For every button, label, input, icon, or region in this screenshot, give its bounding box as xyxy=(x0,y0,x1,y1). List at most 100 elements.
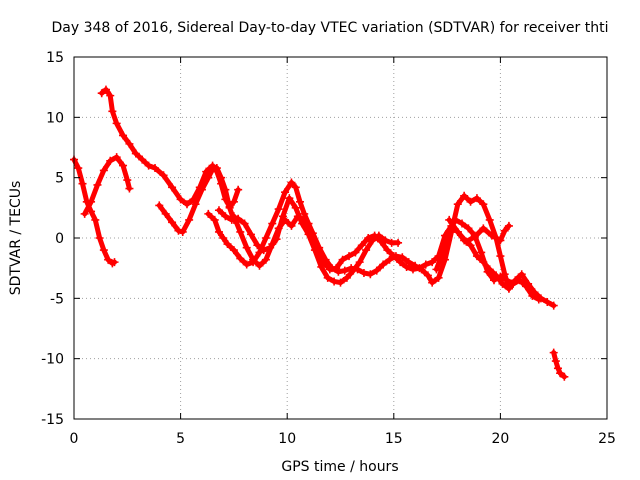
data-point-marker xyxy=(236,227,245,236)
y-tick-label: -5 xyxy=(50,291,64,307)
data-point-marker xyxy=(197,185,206,194)
data-point-marker xyxy=(496,252,505,261)
data-point-marker xyxy=(229,246,238,255)
data-point-marker xyxy=(272,235,281,244)
data-point-marker xyxy=(515,276,524,285)
x-tick-label: 0 xyxy=(70,431,79,447)
data-point-marker xyxy=(242,260,251,269)
series-track-2 xyxy=(80,153,134,218)
data-series xyxy=(70,85,569,381)
data-point-marker xyxy=(560,372,569,381)
data-point-marker xyxy=(266,243,275,252)
data-point-marker xyxy=(125,139,134,148)
data-point-marker xyxy=(504,221,513,230)
data-point-marker xyxy=(219,234,228,242)
data-point-marker xyxy=(336,278,345,287)
data-point-marker xyxy=(389,252,398,261)
data-point-marker xyxy=(123,176,132,185)
data-point-marker xyxy=(298,219,307,228)
data-point-marker xyxy=(138,155,147,164)
data-point-marker xyxy=(543,297,552,306)
data-point-marker xyxy=(487,231,496,240)
data-point-marker xyxy=(99,166,108,175)
data-point-marker xyxy=(553,364,562,373)
data-point-marker xyxy=(472,252,481,261)
data-point-marker xyxy=(214,206,223,215)
axis-ticks: 0 5 10 15 20 25 -15 -10 -5 0 5 10 15 xyxy=(41,50,616,447)
data-point-marker xyxy=(453,227,462,236)
data-point-marker xyxy=(479,200,488,209)
data-point-marker xyxy=(381,236,390,245)
data-point-marker xyxy=(332,264,341,273)
data-point-marker xyxy=(528,291,537,300)
data-point-marker xyxy=(304,230,313,239)
x-tick-label: 25 xyxy=(598,431,616,447)
data-point-marker xyxy=(291,203,300,212)
data-point-marker xyxy=(549,348,558,357)
data-point-marker xyxy=(108,107,117,116)
data-point-marker xyxy=(214,227,223,236)
data-point-marker xyxy=(434,273,443,282)
data-point-marker xyxy=(242,243,251,252)
data-point-marker xyxy=(464,224,473,233)
data-point-marker xyxy=(470,232,479,241)
data-point-marker xyxy=(534,295,543,304)
data-point-marker xyxy=(500,226,509,235)
data-point-marker xyxy=(385,255,394,264)
data-point-marker xyxy=(101,85,110,94)
data-point-marker xyxy=(496,236,505,245)
data-point-marker xyxy=(287,221,296,230)
data-point-marker xyxy=(379,260,388,269)
data-point-marker xyxy=(246,230,255,239)
data-point-marker xyxy=(366,270,375,279)
data-point-marker xyxy=(221,212,230,221)
data-point-marker xyxy=(340,266,349,275)
data-point-marker xyxy=(210,215,219,224)
y-tick-label: 15 xyxy=(46,50,64,66)
data-point-marker xyxy=(212,164,221,173)
data-point-marker xyxy=(479,224,488,233)
data-point-marker xyxy=(372,266,381,275)
data-point-marker xyxy=(159,171,168,180)
data-point-marker xyxy=(551,357,560,366)
data-point-marker xyxy=(368,236,377,245)
data-point-marker xyxy=(359,268,368,277)
y-tick-label: 0 xyxy=(55,231,64,247)
data-point-marker xyxy=(287,178,296,187)
data-point-marker xyxy=(408,265,417,274)
data-point-marker xyxy=(204,173,213,182)
y-axis-label: SDTVAR / TECUs xyxy=(8,181,24,296)
data-point-marker xyxy=(255,261,264,270)
data-point-marker xyxy=(325,265,334,274)
data-point-marker xyxy=(240,219,249,228)
data-point-marker xyxy=(91,215,100,224)
data-point-marker xyxy=(217,173,226,182)
data-point-marker xyxy=(394,238,403,247)
data-point-marker xyxy=(236,254,245,263)
data-point-marker xyxy=(330,277,339,286)
data-point-marker xyxy=(349,266,358,275)
y-tick-label: -10 xyxy=(41,352,64,368)
data-point-marker xyxy=(466,241,475,250)
data-point-marker xyxy=(549,301,558,310)
data-point-marker xyxy=(174,226,183,235)
data-point-marker xyxy=(274,205,283,214)
data-point-marker xyxy=(404,258,413,267)
y-tick-label: -15 xyxy=(41,412,64,428)
data-point-marker xyxy=(362,246,371,255)
data-point-marker xyxy=(104,255,113,264)
data-point-marker xyxy=(78,179,87,188)
data-point-marker xyxy=(234,185,243,194)
data-point-marker xyxy=(227,215,236,224)
data-point-marker xyxy=(99,246,108,255)
data-point-marker xyxy=(185,215,194,224)
data-point-marker xyxy=(278,212,287,221)
data-point-marker xyxy=(74,164,83,173)
series-track-10 xyxy=(549,348,569,381)
data-point-marker xyxy=(521,282,530,291)
data-point-marker xyxy=(396,258,405,267)
data-point-marker xyxy=(261,234,270,242)
chart-title: Day 348 of 2016, Sidereal Day-to-day VTE… xyxy=(52,20,609,36)
